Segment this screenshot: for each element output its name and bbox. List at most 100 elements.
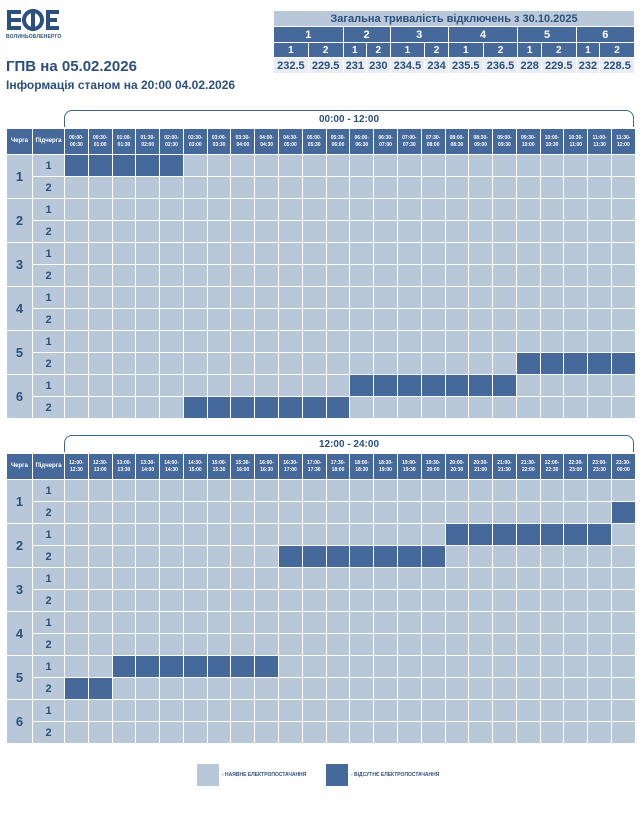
power-cell (206, 286, 232, 309)
power-cell (373, 286, 398, 309)
power-cell (444, 699, 470, 722)
power-cell (587, 374, 612, 397)
power-cell (254, 677, 280, 700)
power-cell (135, 567, 161, 590)
power-cell (64, 198, 89, 221)
power-cell (515, 396, 541, 419)
power-cell (230, 220, 256, 243)
power-cell (587, 611, 612, 634)
power-cell (278, 589, 303, 612)
time-slot-header: 01:30- 02:00 (135, 128, 161, 155)
power-cell (230, 286, 256, 309)
power-cell (515, 655, 541, 678)
summary-title: Загальна тривалість відключень з 30.10.2… (274, 11, 634, 26)
power-cell (325, 567, 351, 590)
power-cell (563, 374, 589, 397)
power-cell (135, 330, 161, 353)
power-cell (492, 611, 517, 634)
power-cell (159, 523, 184, 546)
outage-cell (468, 374, 494, 397)
power-cell (135, 176, 161, 199)
power-cell (587, 308, 612, 331)
power-cell (610, 308, 636, 331)
queue-number: 2 (6, 523, 33, 568)
power-cell (420, 589, 446, 612)
power-cell (587, 655, 612, 678)
power-cell (278, 567, 303, 590)
summary-subqueue-header: 1 (390, 43, 425, 57)
legend-available-swatch (197, 764, 219, 786)
summary-duration-value: 229.5 (541, 58, 576, 73)
outage-cell (468, 523, 494, 546)
power-cell (539, 611, 565, 634)
subqueue-number: 2 (32, 264, 65, 287)
time-slot-header: 08:30- 09:00 (468, 128, 494, 155)
time-slot-header: 23:30- 00:00 (610, 453, 636, 480)
subqueue-number: 2 (32, 352, 65, 375)
power-cell (396, 154, 422, 177)
power-cell (515, 220, 541, 243)
power-cell (159, 396, 184, 419)
outage-cell (64, 677, 89, 700)
outage-cell (349, 374, 375, 397)
power-cell (254, 220, 280, 243)
power-cell (325, 699, 351, 722)
summary-queue-header: 5 (518, 27, 576, 42)
power-cell (111, 308, 137, 331)
power-cell (515, 501, 541, 524)
power-cell (111, 352, 137, 375)
outage-cell (492, 374, 517, 397)
power-cell (420, 611, 446, 634)
power-cell (587, 721, 612, 744)
power-cell (87, 352, 113, 375)
schedule-row: 2 (7, 633, 636, 656)
power-cell (111, 264, 137, 287)
power-cell (515, 633, 541, 656)
outage-cell (444, 523, 470, 546)
power-cell (587, 176, 612, 199)
power-cell (182, 523, 208, 546)
power-cell (396, 479, 422, 502)
summary-duration-value: 232 (576, 58, 600, 73)
power-cell (420, 176, 446, 199)
power-cell (111, 699, 137, 722)
power-cell (278, 655, 303, 678)
power-cell (492, 352, 517, 375)
power-cell (87, 699, 113, 722)
power-cell (610, 242, 636, 265)
power-cell (325, 523, 351, 546)
schedule-row: 2 (7, 220, 636, 243)
power-cell (539, 330, 565, 353)
power-cell (539, 567, 565, 590)
power-cell (64, 501, 89, 524)
power-cell (563, 589, 589, 612)
power-cell (278, 330, 303, 353)
subqueue-number: 2 (32, 308, 65, 331)
time-slot-header: 06:30- 07:00 (373, 128, 398, 155)
power-cell (159, 501, 184, 524)
power-cell (587, 396, 612, 419)
power-cell (468, 242, 494, 265)
power-cell (278, 523, 303, 546)
power-cell (159, 633, 184, 656)
power-cell (135, 633, 161, 656)
power-cell (230, 242, 256, 265)
power-cell (610, 655, 636, 678)
power-cell (325, 677, 351, 700)
power-cell (230, 198, 256, 221)
outage-cell (301, 545, 327, 568)
power-cell (420, 308, 446, 331)
time-slot-header: 08:00- 08:30 (444, 128, 470, 155)
power-cell (420, 198, 446, 221)
summary-duration-value: 232.5 (274, 58, 308, 73)
summary-queue-header: 6 (576, 27, 634, 42)
power-cell (159, 721, 184, 744)
subqueue-number: 1 (32, 523, 65, 546)
power-cell (159, 242, 184, 265)
time-slot-header: 13:00- 13:30 (111, 453, 137, 480)
power-cell (206, 264, 232, 287)
power-cell (373, 501, 398, 524)
schedule-row: 2 (7, 589, 636, 612)
power-cell (468, 721, 494, 744)
power-cell (159, 286, 184, 309)
